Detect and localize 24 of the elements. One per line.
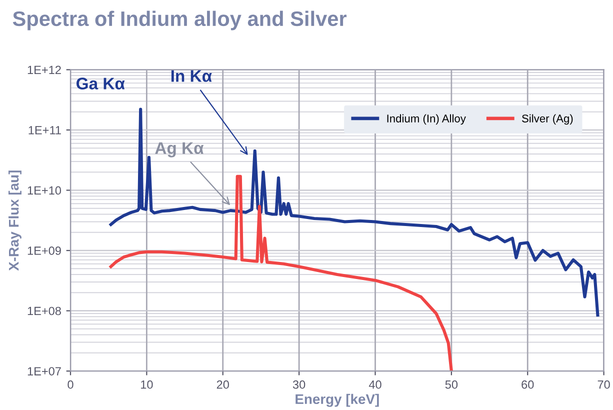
y-tick-label: 1E+07 [28, 367, 61, 376]
x-tick-label: 10 [141, 380, 153, 389]
x-tick-label: 40 [368, 380, 382, 389]
legend-label: Silver (Ag) [522, 114, 573, 125]
line-series [109, 174, 453, 372]
x-tick-label: 70 [598, 380, 610, 389]
x-tick-label: 50 [445, 380, 458, 389]
y-tick-label: 1E+08 [28, 306, 61, 316]
x-tick-label: 0 [68, 380, 74, 389]
x-tick-label: 20 [216, 380, 229, 389]
annotation: In Kα [171, 70, 212, 82]
annotation: Ag Kα [155, 142, 204, 158]
y-tick-label: 1E+10 [28, 186, 62, 195]
line-series [109, 108, 600, 317]
chart-title: Spectra of Indium alloy and Silver [12, 10, 347, 30]
y-axis-title: X-Ray Flux [au] [8, 170, 22, 271]
legend-label: Indium (In) Alloy [387, 114, 466, 125]
x-tick-label: 60 [522, 380, 534, 389]
x-axis-title: Energy [keV] [296, 394, 379, 407]
y-tick-label: 1E+09 [28, 246, 61, 255]
annotation: Ga Kα [76, 78, 125, 90]
x-tick-label: 30 [292, 380, 306, 389]
y-tick-label: 1E+11 [28, 126, 61, 134]
y-tick-label: 1E+12 [28, 66, 61, 74]
